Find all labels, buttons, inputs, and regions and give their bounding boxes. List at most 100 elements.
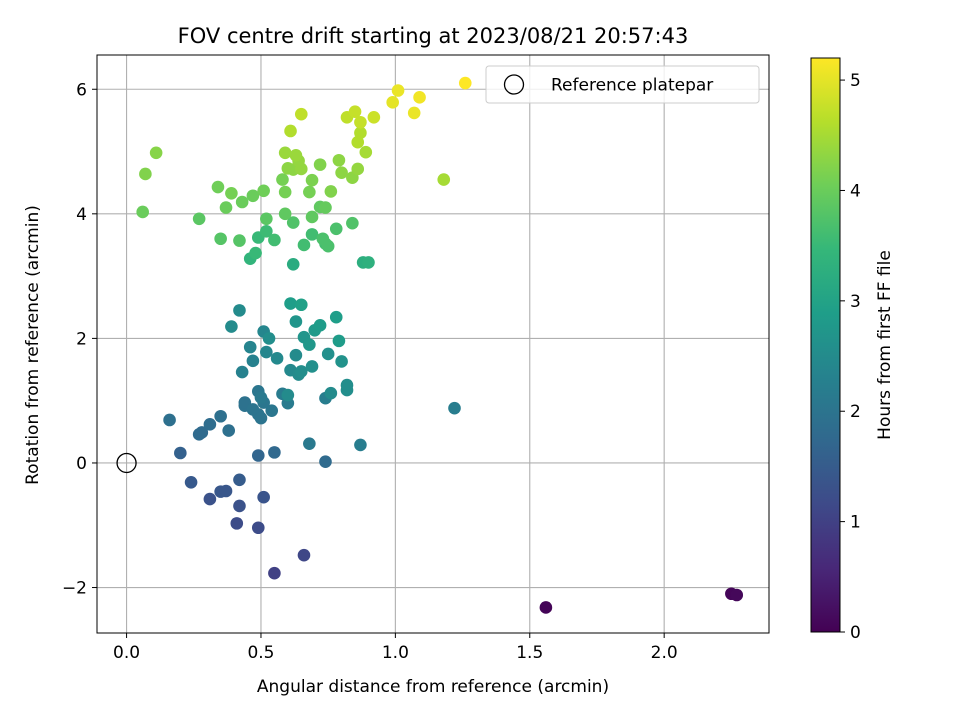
scatter-point (203, 418, 217, 431)
scatter-point (329, 310, 343, 324)
y-tick-label: 2 (76, 329, 87, 349)
scatter-point (233, 499, 246, 513)
x-axis-label: Angular distance from reference (arcmin) (257, 677, 609, 697)
scatter-point (184, 475, 198, 489)
scatter-point (214, 409, 227, 423)
scatter-points (136, 76, 744, 614)
colorbar-tick-label: 5 (850, 71, 861, 91)
scatter-point (222, 424, 236, 437)
scatter-point (324, 386, 338, 400)
scatter-point (448, 401, 461, 415)
scatter-point (249, 246, 262, 260)
scatter-point (354, 126, 367, 140)
scatter-point (276, 173, 289, 186)
scatter-point (233, 473, 246, 487)
x-tick-label: 1.0 (382, 643, 409, 663)
y-tick-label: 0 (76, 454, 87, 474)
x-tick-label: 1.5 (516, 643, 543, 663)
scatter-point (230, 517, 244, 530)
scatter-point (297, 548, 311, 562)
scatter-point (278, 146, 292, 160)
x-tick-label: 0.0 (113, 643, 140, 663)
scatter-point (294, 365, 308, 378)
scatter-point (139, 167, 152, 181)
scatter-point (203, 492, 217, 506)
colorbar-tick-label: 1 (850, 513, 861, 533)
x-tick-label: 2.0 (651, 643, 678, 663)
scatter-point (219, 484, 233, 498)
scatter-point (235, 195, 249, 209)
legend-box (485, 65, 760, 104)
y-axis-label: Rotation from reference (arcmin) (23, 205, 43, 485)
scatter-point (265, 404, 279, 417)
plot-frame (96, 54, 770, 634)
y-tick-label: −2 (62, 579, 87, 599)
scatter-point (335, 166, 348, 180)
scatter-point (289, 148, 303, 162)
scatter-point (386, 96, 399, 109)
colorbar-tick-label: 2 (850, 402, 861, 422)
colorbar-tick-label: 4 (850, 181, 861, 201)
scatter-point (195, 426, 209, 439)
scatter-point (348, 105, 362, 118)
scatter-point (270, 352, 284, 365)
scatter-point (305, 173, 319, 187)
scatter-point (346, 216, 359, 230)
scatter-point (163, 413, 176, 427)
scatter-point (281, 388, 295, 402)
y-axis-ticks: −2 0 2 4 6 (62, 80, 97, 599)
scatter-point (268, 446, 281, 459)
colorbar-label: Hours from first FF file (875, 250, 895, 440)
chart-title: FOV centre drift starting at 2023/08/21 … (178, 24, 689, 48)
scatter-point (305, 228, 319, 241)
scatter-point (219, 201, 233, 214)
scatter-point (286, 257, 300, 271)
x-tick-label: 0.5 (247, 643, 274, 663)
scatter-point (225, 186, 238, 200)
scatter-point (286, 216, 300, 229)
scatter-point (294, 298, 308, 312)
scatter-point (174, 446, 187, 460)
scatter-point (211, 180, 225, 194)
colorbar-tick-label: 3 (850, 292, 861, 312)
scatter-point (262, 332, 276, 345)
scatter-point (324, 185, 338, 198)
scatter-point (260, 345, 273, 359)
scatter-point (233, 304, 246, 317)
scatter-point (539, 601, 553, 614)
scatter-point (340, 378, 354, 392)
scatter-point (305, 210, 319, 224)
scatter-point (136, 205, 149, 219)
scatter-point (243, 340, 257, 354)
colorbar-tick-label: 0 (850, 623, 861, 643)
x-axis-ticks: 0.0 0.5 1.0 1.5 2.0 (113, 633, 678, 663)
colorbar (810, 57, 841, 633)
colorbar-ticks: 0 1 2 3 4 5 (840, 71, 861, 643)
scatter-point (303, 437, 316, 450)
scatter-point (305, 360, 319, 373)
scatter-point (251, 521, 265, 535)
scatter-point (319, 455, 332, 469)
scatter-point (354, 115, 367, 129)
scatter-point (332, 334, 346, 348)
legend-marker-reference (503, 74, 525, 95)
scatter-point (362, 256, 375, 269)
reference-marker-layer (116, 452, 137, 474)
scatter-point (351, 162, 365, 176)
scatter-point (149, 146, 163, 160)
scatter-point (246, 354, 260, 368)
scatter-point (257, 490, 270, 504)
scatter-point (335, 355, 348, 368)
scatter-point (359, 145, 373, 159)
scatter-point (413, 91, 426, 104)
legend: Reference platepar (485, 65, 760, 104)
scatter-point (329, 222, 343, 236)
y-tick-label: 6 (76, 80, 87, 100)
scatter-point (254, 411, 268, 425)
scatter-point (316, 232, 330, 246)
scatter-point (260, 224, 273, 238)
scatter-point (284, 297, 297, 310)
scatter-point (278, 185, 292, 199)
